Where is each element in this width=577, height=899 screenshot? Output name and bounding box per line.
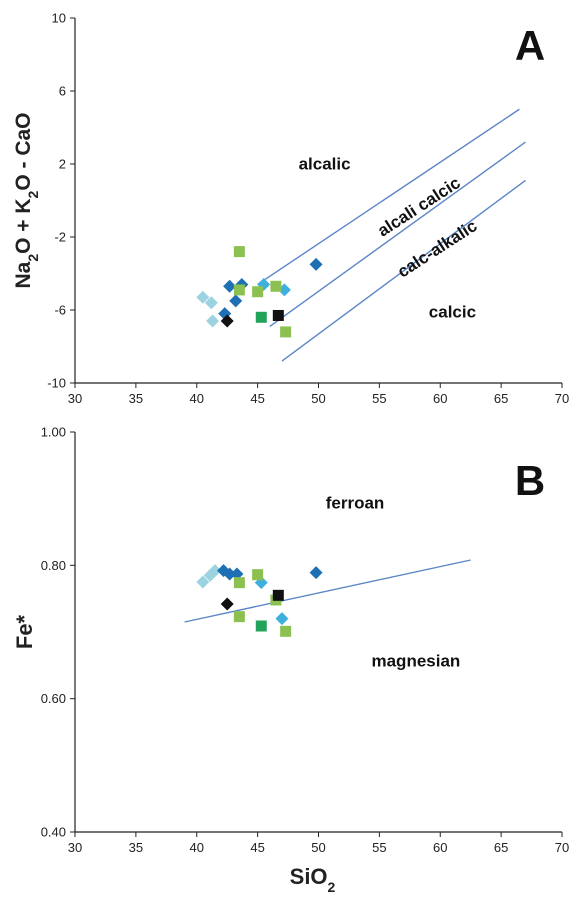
x-tick-label: 30 (68, 840, 82, 855)
data-point-diamond (220, 597, 234, 611)
data-point-diamond (309, 566, 323, 580)
x-axis-title: SiO2 (290, 864, 336, 895)
y-tick-label: 6 (59, 84, 66, 99)
x-tick-label: 55 (372, 391, 386, 406)
y-tick-label: 1.00 (41, 425, 66, 440)
data-point-square (233, 246, 245, 258)
region-label: ferroan (326, 494, 385, 513)
y-axis-title: Fe* (12, 614, 37, 649)
x-tick-label: 65 (494, 840, 508, 855)
data-point-square (252, 569, 264, 581)
x-tick-label: 40 (190, 840, 204, 855)
x-tick-label: 30 (68, 391, 82, 406)
data-point-square (280, 326, 292, 338)
data-point-diamond (204, 296, 218, 310)
y-tick-label: 0.60 (41, 691, 66, 706)
data-point-diamond (223, 567, 237, 581)
y-tick-label: 0.80 (41, 558, 66, 573)
data-point-diamond (196, 290, 210, 304)
panel-a-chart: 30 35 40 45 50 55 60 65 70 10 6 2 -2 -6 -10 Na2O + K2O … (12, 11, 569, 407)
data-point-square (255, 311, 267, 323)
data-point-square (280, 625, 292, 637)
x-tick-label: 60 (433, 391, 447, 406)
x-tick-label: 45 (250, 840, 264, 855)
data-point-diamond (208, 564, 222, 578)
data-point-diamond (220, 314, 234, 328)
region-label: alcalic (299, 154, 351, 173)
data-point-square (233, 611, 245, 623)
y-axis-title: Na2O + K2O - CaO (12, 112, 41, 288)
data-point-square (255, 620, 267, 632)
boundary-line (269, 141, 526, 327)
data-point-square (252, 286, 264, 298)
x-tick-label: 35 (129, 840, 143, 855)
x-tick-label: 50 (311, 840, 325, 855)
boundary-line (257, 108, 520, 286)
data-point-diamond (229, 294, 243, 308)
data-point-square (272, 309, 284, 321)
boundary-line (281, 179, 526, 362)
x-tick-label: 60 (433, 840, 447, 855)
x-tick-label: 65 (494, 391, 508, 406)
data-point-diamond (275, 612, 289, 626)
panel-letter: B (515, 457, 545, 504)
data-point-square (233, 284, 245, 296)
y-tick-label: -2 (54, 230, 66, 245)
x-tick-label: 70 (555, 840, 569, 855)
region-label: magnesian (371, 652, 460, 671)
data-point-square (233, 577, 245, 589)
data-point-square (272, 589, 284, 601)
boundary-line (184, 559, 471, 623)
x-tick-label: 40 (190, 391, 204, 406)
y-tick-label: -10 (47, 376, 66, 391)
y-tick-label: 0.40 (41, 825, 66, 840)
x-tick-label: 45 (250, 391, 264, 406)
panel-b-chart: 30 35 40 45 50 55 60 65 70 1.00 0.80 0.60 0.40 Fe* SiO… (12, 425, 569, 896)
x-tick-label: 70 (555, 391, 569, 406)
panel-letter: A (515, 22, 545, 69)
data-point-square (270, 280, 282, 292)
x-tick-label: 55 (372, 840, 386, 855)
data-point-diamond (196, 575, 210, 589)
y-tick-label: -6 (54, 303, 66, 318)
region-label: calcic (429, 302, 476, 321)
data-point-diamond (309, 257, 323, 271)
x-tick-label: 50 (311, 391, 325, 406)
y-tick-label: 2 (59, 157, 66, 172)
x-tick-label: 35 (129, 391, 143, 406)
y-tick-label: 10 (52, 11, 66, 26)
data-point-diamond (223, 279, 237, 293)
data-point-diamond (206, 314, 220, 328)
